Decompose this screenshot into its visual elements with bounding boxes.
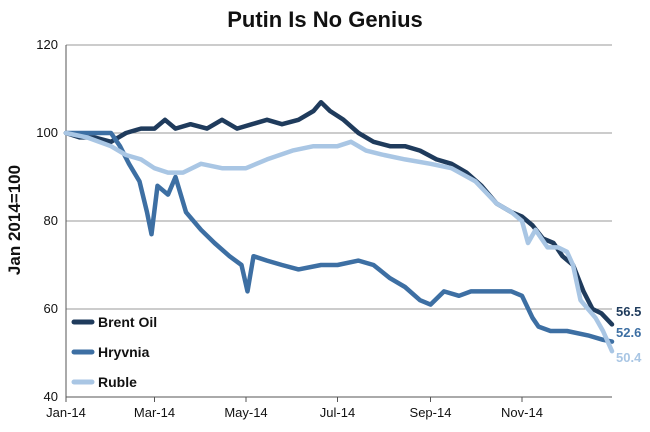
chart-title: Putin Is No Genius <box>227 7 423 32</box>
x-tick-label-Mar-14: Mar-14 <box>134 405 175 420</box>
x-tick-label-Jan-14: Jan-14 <box>46 405 86 420</box>
series-line-brent-oil <box>63 99 615 327</box>
y-tick-label-60: 60 <box>44 301 58 316</box>
y-axis-label: Jan 2014=100 <box>5 165 24 275</box>
y-tick-label-120: 120 <box>36 37 58 52</box>
legend-label-hryvnia: Hryvnia <box>98 344 150 360</box>
x-tick-label-Nov-14: Nov-14 <box>501 405 543 420</box>
x-tick-label-Sep-14: Sep-14 <box>410 405 452 420</box>
end-label-ruble: 50.4 <box>616 350 642 365</box>
y-ticks: 40 60 80 100 120 <box>36 37 58 404</box>
end-labels: 56.5 52.6 50.4 <box>616 304 642 365</box>
legend-label-brent-oil: Brent Oil <box>98 314 157 330</box>
series-lines <box>63 99 615 354</box>
x-ticks: Jan-14 Mar-14 May-14 Jul-14 Sep-14 Nov-14 <box>46 397 543 420</box>
x-tick-label-Jul-14: Jul-14 <box>320 405 355 420</box>
series-line-hryvnia <box>63 130 615 344</box>
gridlines <box>65 44 612 398</box>
x-tick-label-May-14: May-14 <box>224 405 267 420</box>
legend: Brent Oil Hryvnia Ruble <box>71 314 157 390</box>
series-line-ruble <box>63 130 615 354</box>
y-tick-label-40: 40 <box>44 389 58 404</box>
end-label-hryvnia: 52.6 <box>616 325 641 340</box>
legend-label-ruble: Ruble <box>98 374 137 390</box>
y-tick-label-80: 80 <box>44 213 58 228</box>
y-tick-label-100: 100 <box>36 125 58 140</box>
end-label-brent-oil: 56.5 <box>616 304 641 319</box>
